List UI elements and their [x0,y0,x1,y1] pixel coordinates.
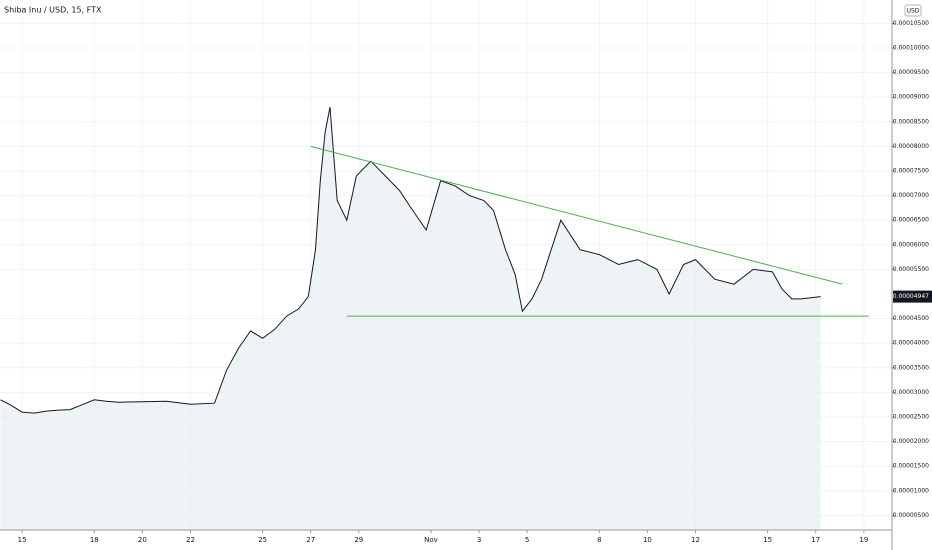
y-tick-label: 0.00009000 [893,94,929,101]
last-price-label: 0.00004947 [893,293,929,300]
x-tick-label: 22 [186,536,195,544]
x-tick-label: 8 [597,536,601,544]
y-tick-label: 0.00009500 [893,69,929,76]
y-tick-label: 0.00005500 [893,266,929,273]
y-tick-label: 0.00002000 [893,438,929,445]
x-tick-label: 17 [811,536,820,544]
y-tick-label: 0.00004000 [893,340,929,347]
y-tick-label: 0.00008500 [893,118,929,125]
y-tick-label: 0.00001500 [893,463,929,470]
x-tick-label: 15 [763,536,772,544]
currency-label[interactable]: USD [907,8,920,15]
y-tick-label: 0.00002500 [893,413,929,420]
axes: 0.00000500 0.00001000 0.00001500 0.00002000… [18,20,932,544]
y-tick-label: 0.00000500 [893,512,929,519]
y-tick-label: 0.00004500 [893,315,929,322]
y-tick-label: 0.00006000 [893,241,929,248]
x-tick-label: 5 [525,536,529,544]
x-tick-label: 18 [90,536,99,544]
trend-line [310,145,843,285]
x-tick-label: 3 [477,536,481,544]
y-tick-label: 0.00003000 [893,389,929,396]
y-tick-label: 0.00010000 [893,45,929,52]
y-tick-label: 0.00001000 [893,487,929,494]
currency-button[interactable] [904,4,922,17]
last-price-box [893,290,932,303]
x-tick-label: 27 [306,536,315,544]
y-tick-label: 0.00007000 [893,192,929,199]
y-tick-label: 0.00007500 [893,168,929,175]
y-tick-label: 0.00010500 [893,20,929,27]
y-tick-label: 0.00008000 [893,143,929,150]
y-tick-label: 0.00006500 [893,217,929,224]
x-tick-label: 20 [138,536,147,544]
y-tick-label: 0.00003500 [893,364,929,371]
x-tick-label: 15 [18,536,27,544]
plot [0,107,869,530]
area [0,107,821,530]
x-tick-label: Nov [424,536,438,544]
x-tick-label: 25 [258,536,267,544]
x-tick-label: 12 [691,536,700,544]
x-tick-label: 29 [354,536,363,544]
price-line [0,107,821,414]
chart-title: Shiba Inu / USD, 15, FTX [4,6,102,15]
x-tick-label: 19 [859,536,868,544]
x-tick-label: 10 [643,536,652,544]
